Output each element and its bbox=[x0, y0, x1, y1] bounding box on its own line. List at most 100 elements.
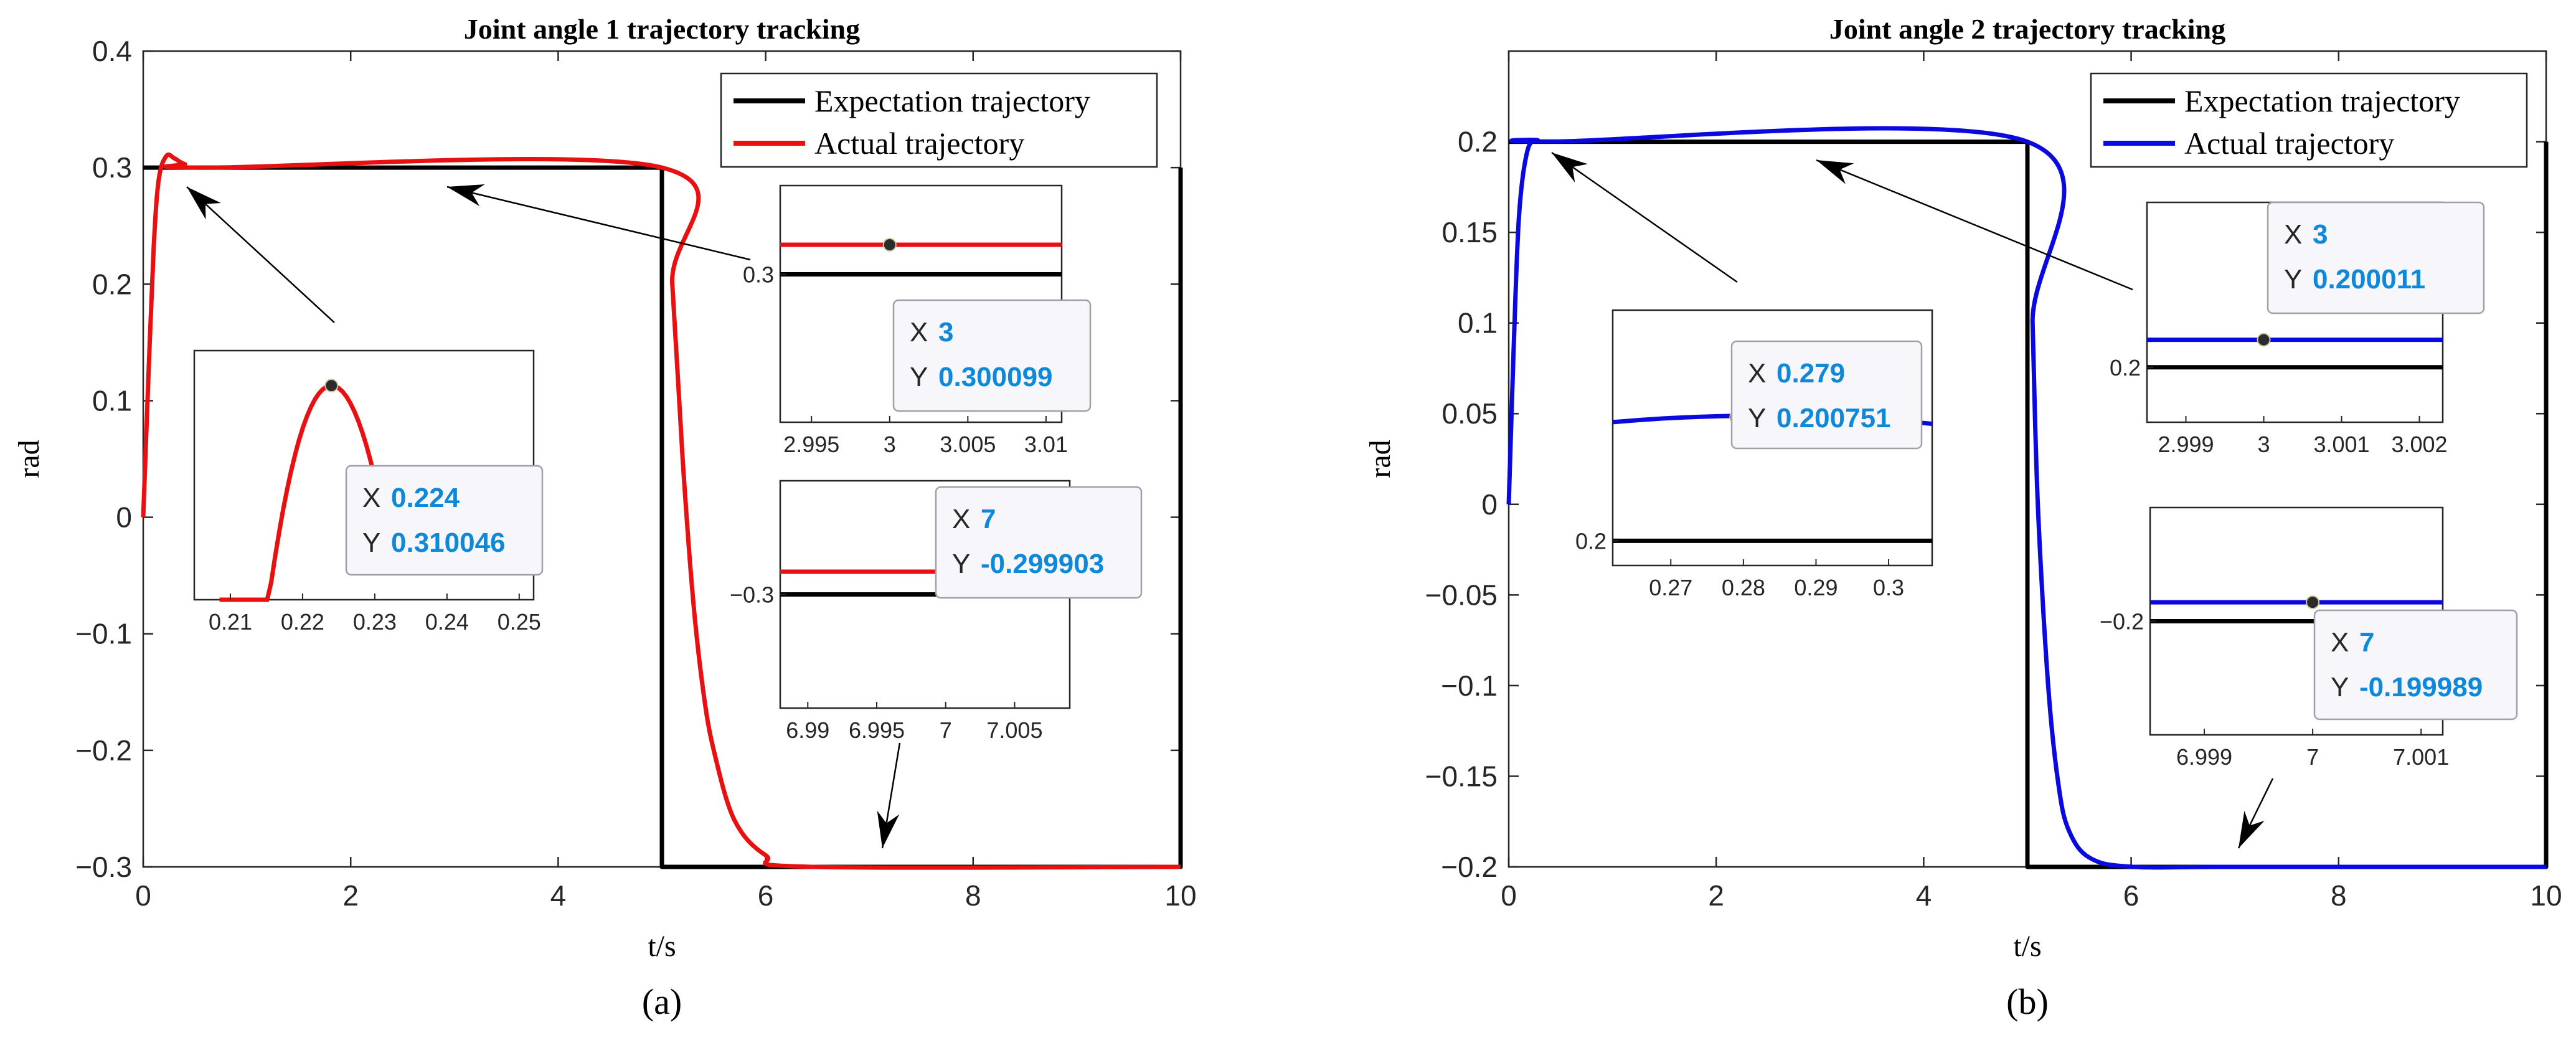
datatip-box bbox=[1730, 340, 1923, 450]
datatip: X 3Y 0.300099 bbox=[892, 299, 1092, 412]
inset-x-tick-label: 3.002 bbox=[2391, 432, 2447, 457]
y-tick-label: 0.05 bbox=[1441, 397, 1498, 430]
inset-x-tick-label: 0.21 bbox=[209, 609, 252, 635]
inset-actual-curve bbox=[219, 383, 381, 602]
inset-x-tick-label: 0.24 bbox=[425, 609, 469, 635]
y-tick-label: −0.1 bbox=[1441, 669, 1498, 702]
inset-x-tick-label: 6.999 bbox=[2176, 744, 2232, 770]
datatip-y-label: Y bbox=[362, 527, 380, 558]
legend-entry-label: Actual trajectory bbox=[814, 126, 1024, 161]
legend-box bbox=[2090, 72, 2528, 168]
x-tick-label: 2 bbox=[342, 879, 359, 912]
chart-panel-1: Joint angle 1 trajectory tracking 0 2 4 6 8 10… bbox=[12, 13, 1197, 1022]
datatip: X 7Y -0.299903 bbox=[935, 486, 1143, 599]
datatip-box bbox=[345, 465, 544, 576]
inset-x-tick-label: 0.28 bbox=[1722, 575, 1765, 600]
y-tick-label: −0.1 bbox=[75, 618, 132, 650]
datatip-marker bbox=[2306, 595, 2320, 610]
y-tick-label: 0.15 bbox=[1441, 216, 1498, 248]
x-tick-label: 10 bbox=[1164, 879, 1196, 912]
datatip-marker bbox=[324, 379, 339, 393]
datatip-x-value: 7 bbox=[2359, 627, 2374, 658]
legend: Expectation trajectory Actual trajectory bbox=[720, 72, 1158, 168]
datatip-x-label: X bbox=[362, 483, 380, 513]
inset-x-tick-label: 0.27 bbox=[1649, 575, 1692, 600]
panel-label: (b) bbox=[2006, 981, 2049, 1022]
datatip-y-value: 0.300099 bbox=[938, 362, 1053, 392]
datatip-y-value: 0.200751 bbox=[1776, 403, 1891, 433]
datatip-x-label: X bbox=[2284, 219, 2302, 250]
y-tick-label: −0.05 bbox=[1425, 579, 1498, 611]
datatip: X 0.224 Y 0.310046 bbox=[345, 465, 544, 576]
legend-entry-label: Actual trajectory bbox=[2184, 126, 2394, 161]
datatip-x-value: 0.279 bbox=[1776, 358, 1845, 389]
legend-box bbox=[720, 72, 1158, 168]
y-tick-label: 0 bbox=[116, 501, 132, 534]
y-tick-label: 0.4 bbox=[92, 35, 132, 67]
chart-title: Joint angle 1 trajectory tracking bbox=[464, 13, 860, 45]
x-tick-label: 4 bbox=[550, 879, 567, 912]
inset-y-tick-label: −0.3 bbox=[730, 582, 774, 608]
inset-peak: 0.27 0.28 0.29 0.3 0.2 X 0.279 Y 0.200751 bbox=[1575, 309, 1933, 600]
datatip: X 7Y -0.199989 bbox=[2313, 609, 2518, 721]
datatip-marker bbox=[2257, 333, 2271, 347]
x-tick-label: 6 bbox=[758, 879, 774, 912]
inset-x-tick-label: 3 bbox=[884, 432, 896, 457]
annotation-arrow-line bbox=[1816, 159, 2133, 291]
x-tick-label: 8 bbox=[2331, 879, 2347, 912]
panel-label: (a) bbox=[642, 981, 682, 1022]
inset-x-tick-label: 3.01 bbox=[1024, 432, 1068, 457]
x-tick-label: 6 bbox=[2123, 879, 2140, 912]
datatip-marker bbox=[882, 238, 897, 252]
x-tick-label: 8 bbox=[965, 879, 981, 912]
datatip-x-value: 7 bbox=[981, 504, 996, 534]
y-tick-label: 0.2 bbox=[1458, 126, 1498, 158]
inset-y-tick-label: 0.2 bbox=[1575, 528, 1606, 554]
actual-trajectory-line bbox=[141, 152, 1181, 870]
annotation-arrow-head bbox=[1552, 153, 1588, 182]
annotation-arrow-line bbox=[1551, 151, 1738, 283]
inset-x-tick-label: 3.005 bbox=[940, 432, 996, 457]
datatip-y-value: -0.199989 bbox=[2359, 672, 2483, 702]
inset-x-tick-label: 0.22 bbox=[281, 609, 324, 635]
datatip-y-value: 0.310046 bbox=[391, 527, 506, 558]
x-tick-label: 4 bbox=[1916, 879, 1932, 912]
inset-x-tick-label: 0.23 bbox=[353, 609, 397, 635]
annotation-arrow-head bbox=[877, 810, 900, 848]
legend-entry-label: Expectation trajectory bbox=[2184, 83, 2460, 118]
y-tick-label: −0.15 bbox=[1425, 760, 1498, 792]
datatip: X 0.279 Y 0.200751 bbox=[1730, 340, 1923, 450]
inset-x-tick-label: 6.995 bbox=[849, 717, 905, 743]
datatip-y-label: Y bbox=[1748, 403, 1766, 433]
inset-steady-low: 6.999 7 7.001−0.2X 7Y -0.199989 bbox=[2100, 506, 2518, 770]
inset-x-tick-label: 2.995 bbox=[783, 432, 839, 457]
annotation-arrow-head bbox=[447, 184, 485, 207]
inset-x-tick-label: 3 bbox=[2257, 432, 2270, 457]
inset-y-tick-label: 0.2 bbox=[2110, 355, 2141, 381]
datatip-x-value: 3 bbox=[2313, 219, 2328, 250]
inset-x-tick-label: 7 bbox=[940, 717, 952, 743]
datatip: X 3Y 0.200011 bbox=[2267, 201, 2485, 314]
datatip-box bbox=[2313, 609, 2518, 721]
inset-steady-high: 2.995 3 3.005 3.010.3X 3Y 0.300099 bbox=[743, 184, 1092, 457]
legend: Expectation trajectory Actual trajectory bbox=[2090, 72, 2528, 168]
y-tick-label: 0.2 bbox=[92, 268, 132, 300]
datatip-x-value: 0.224 bbox=[391, 483, 460, 513]
chart-panel-2: Joint angle 2 trajectory tracking 0 2 4 6 8 10… bbox=[1364, 13, 2562, 1022]
y-tick-label: 0.1 bbox=[1458, 307, 1498, 339]
y-tick-label: −0.2 bbox=[75, 734, 132, 767]
datatip-x-label: X bbox=[2331, 627, 2349, 658]
x-tick-label: 0 bbox=[135, 879, 151, 912]
annotation-arrow-head bbox=[2239, 811, 2265, 848]
expectation-trajectory-line bbox=[143, 165, 1183, 869]
x-tick-label: 0 bbox=[1501, 879, 1517, 912]
datatip-y-label: Y bbox=[952, 549, 970, 579]
inset-steady-low: 6.99 6.995 7 7.005−0.3X 7Y -0.299903 bbox=[730, 480, 1143, 743]
x-tick-label: 2 bbox=[1708, 879, 1724, 912]
annotation-arrow-line bbox=[446, 186, 751, 261]
annotation-arrow-line bbox=[186, 186, 335, 323]
inset-x-tick-label: 7 bbox=[2306, 744, 2319, 770]
inset-x-tick-label: 0.3 bbox=[1873, 575, 1904, 600]
